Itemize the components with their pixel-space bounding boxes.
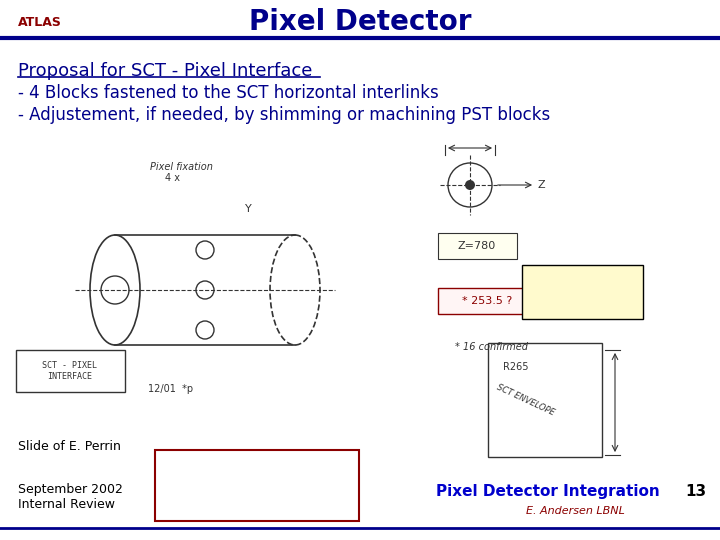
Text: Z=780: Z=780 <box>458 241 496 251</box>
FancyBboxPatch shape <box>522 265 643 319</box>
Text: Is OK: Is OK <box>566 294 598 307</box>
Text: Internal Review: Internal Review <box>18 498 115 511</box>
FancyBboxPatch shape <box>438 233 517 259</box>
FancyBboxPatch shape <box>16 350 125 392</box>
Text: R265: R265 <box>503 362 528 372</box>
FancyBboxPatch shape <box>438 288 537 314</box>
Text: Z: Z <box>538 180 546 190</box>
Text: * 16 confirmed: * 16 confirmed <box>455 342 528 352</box>
Text: Need to Make integrated
Model/Interface Drawing with
relevant parts of SCT: Need to Make integrated Model/Interface … <box>170 463 344 507</box>
Text: Slide of E. Perrin: Slide of E. Perrin <box>18 440 121 453</box>
Text: Pixel Detector: Pixel Detector <box>248 8 472 36</box>
Text: E. Andersen LBNL: E. Andersen LBNL <box>526 506 624 516</box>
Text: Proposal for SCT - Pixel Interface: Proposal for SCT - Pixel Interface <box>18 62 312 80</box>
Text: Pixel Detector Integration: Pixel Detector Integration <box>436 484 660 499</box>
Text: * 253.5 ?: * 253.5 ? <box>462 296 512 306</box>
Text: ATLAS: ATLAS <box>18 16 62 29</box>
FancyBboxPatch shape <box>155 450 359 521</box>
FancyBboxPatch shape <box>488 343 602 457</box>
Text: 4 x: 4 x <box>165 173 180 183</box>
Text: SCT - PIXEL
INTERFACE: SCT - PIXEL INTERFACE <box>42 361 97 381</box>
Text: Y: Y <box>245 204 252 214</box>
Text: Pixel fixation: Pixel fixation <box>150 162 213 172</box>
Text: - Adjustement, if needed, by shimming or machining PST blocks: - Adjustement, if needed, by shimming or… <box>18 106 550 124</box>
Text: - 4 Blocks fastened to the SCT horizontal interlinks: - 4 Blocks fastened to the SCT horizonta… <box>18 84 438 102</box>
Text: 12/01  *p: 12/01 *p <box>148 384 193 394</box>
Circle shape <box>465 180 475 190</box>
Text: September 2002: September 2002 <box>18 483 123 496</box>
Text: Dimension: Dimension <box>549 279 615 292</box>
Text: 13: 13 <box>685 484 706 499</box>
Text: SCT ENVELOPE: SCT ENVELOPE <box>495 382 556 417</box>
